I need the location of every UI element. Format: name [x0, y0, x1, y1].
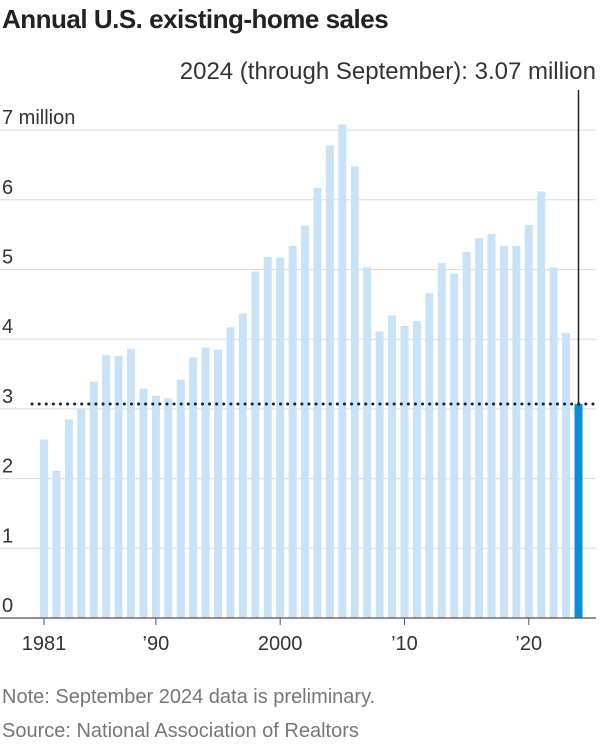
bar: [562, 332, 571, 618]
chart-source: Source: National Association of Realtors: [2, 720, 359, 742]
bar: [537, 191, 546, 618]
bar: [251, 271, 260, 618]
y-tick-label: 4: [2, 316, 13, 338]
bar: [52, 470, 61, 618]
bar: [64, 419, 73, 618]
bar: [574, 404, 583, 618]
x-tick-label: 1981: [22, 633, 67, 655]
bar: [412, 321, 421, 618]
bar: [462, 252, 471, 618]
bar: [475, 238, 484, 618]
gridlines: [0, 129, 596, 549]
bar: [151, 395, 160, 618]
bar: [524, 224, 533, 618]
x-tick-label: ’10: [391, 633, 418, 655]
y-tick-label: 6: [2, 177, 13, 199]
bar: [549, 267, 558, 618]
bar: [288, 245, 297, 618]
bar: [77, 408, 86, 618]
bar: [114, 355, 123, 618]
overlay: [0, 90, 598, 625]
bar: [139, 388, 148, 618]
bar: [437, 263, 446, 618]
y-tick-label: 3: [2, 386, 13, 408]
bar: [263, 256, 272, 618]
chart-subtitle: 2024 (through September): 3.07 million: [179, 58, 596, 85]
bar: [301, 225, 310, 619]
y-tick-label: 0: [2, 595, 13, 617]
bar: [400, 325, 409, 618]
bar: [201, 347, 210, 618]
bar: [89, 381, 98, 618]
y-tick-label: 2: [2, 456, 13, 478]
bar: [238, 313, 247, 618]
bar: [325, 145, 334, 618]
bar: [164, 398, 173, 618]
bar: [214, 349, 223, 618]
bar: [425, 293, 434, 618]
y-tick-label: 7 million: [2, 107, 75, 129]
bar: [40, 439, 48, 618]
bar: [363, 267, 372, 618]
bar-chart: 0 1 2 3 4 5 6 7 million 1981 ’90 2000 ’10 ’20: [0, 90, 598, 655]
bar: [189, 357, 198, 618]
x-tick-label: ’90: [143, 633, 170, 655]
bar: [375, 331, 384, 618]
bar: [499, 245, 508, 618]
x-axis-labels: 1981 ’90 2000 ’10 ’20: [22, 633, 542, 655]
bars: [40, 124, 583, 619]
y-tick-label: 1: [2, 525, 13, 547]
bar: [487, 233, 496, 618]
chart-title: Annual U.S. existing-home sales: [2, 4, 389, 34]
bar: [450, 273, 459, 618]
y-axis-labels: 0 1 2 3 4 5 6 7 million: [2, 107, 75, 617]
y-tick-label: 5: [2, 247, 13, 269]
bar: [226, 327, 235, 618]
bar: [313, 187, 322, 618]
bar: [102, 355, 111, 618]
bar: [350, 166, 359, 618]
bar: [276, 257, 285, 618]
chart-note: Note: September 2024 data is preliminary…: [2, 686, 376, 708]
x-tick-label: ’20: [515, 633, 542, 655]
bar: [127, 348, 136, 618]
bar: [512, 245, 521, 618]
bar: [176, 379, 185, 618]
bar: [388, 315, 397, 618]
x-tick-label: 2000: [258, 633, 303, 655]
bar: [338, 124, 347, 619]
